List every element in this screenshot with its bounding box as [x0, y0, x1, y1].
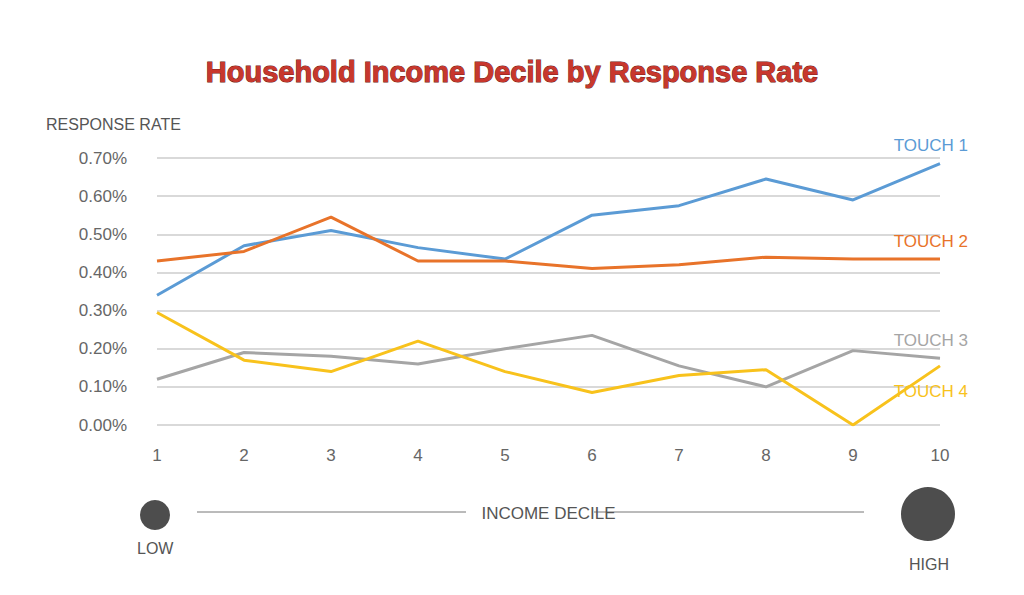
svg-text:1: 1: [152, 446, 161, 465]
svg-text:0.40%: 0.40%: [79, 263, 127, 282]
svg-text:2: 2: [239, 446, 248, 465]
svg-text:RESPONSE RATE: RESPONSE RATE: [46, 116, 181, 133]
svg-text:0.00%: 0.00%: [79, 416, 127, 435]
svg-text:TOUCH 1: TOUCH 1: [894, 136, 968, 155]
svg-text:Household Income Decile by Res: Household Income Decile by Response Rate: [206, 56, 818, 88]
svg-text:TOUCH 2: TOUCH 2: [894, 232, 968, 251]
svg-text:LOW: LOW: [137, 540, 174, 557]
svg-text:0.70%: 0.70%: [79, 149, 127, 168]
svg-text:TOUCH 4: TOUCH 4: [894, 382, 968, 401]
svg-text:10: 10: [931, 446, 950, 465]
svg-text:9: 9: [848, 446, 857, 465]
svg-text:4: 4: [413, 446, 422, 465]
svg-text:3: 3: [326, 446, 335, 465]
svg-text:HIGH: HIGH: [909, 556, 949, 573]
svg-text:0.10%: 0.10%: [79, 377, 127, 396]
svg-text:0.20%: 0.20%: [79, 339, 127, 358]
svg-text:0.60%: 0.60%: [79, 187, 127, 206]
svg-text:7: 7: [674, 446, 683, 465]
svg-text:5: 5: [500, 446, 509, 465]
svg-text:8: 8: [761, 446, 770, 465]
svg-text:6: 6: [587, 446, 596, 465]
svg-text:0.30%: 0.30%: [79, 301, 127, 320]
svg-text:0.50%: 0.50%: [79, 225, 127, 244]
svg-text:INCOME DECILE: INCOME DECILE: [481, 504, 615, 523]
svg-text:TOUCH 3: TOUCH 3: [894, 331, 968, 350]
